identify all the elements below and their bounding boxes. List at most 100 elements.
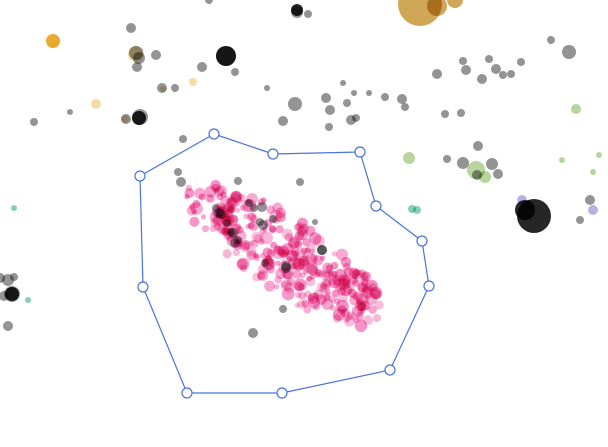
data-point <box>366 90 372 96</box>
data-point <box>443 155 451 163</box>
data-point <box>214 208 224 218</box>
data-point <box>205 0 213 4</box>
selected-data-point <box>342 262 351 271</box>
selected-data-point <box>229 190 243 204</box>
data-point <box>413 206 421 214</box>
data-point <box>381 93 389 101</box>
lasso-vertex-handle-5[interactable] <box>416 235 428 247</box>
data-point <box>559 157 565 163</box>
lasso-handles[interactable] <box>134 128 435 399</box>
data-point <box>312 219 318 225</box>
selected-data-point <box>305 276 316 287</box>
selected-data-point <box>303 305 312 314</box>
selected-data-point <box>239 241 251 253</box>
selected-data-point <box>277 249 286 257</box>
data-point <box>174 168 182 176</box>
data-point <box>401 103 409 111</box>
selected-data-point <box>330 261 339 270</box>
selected-data-point <box>320 278 332 290</box>
data-point <box>459 57 467 65</box>
lasso-vertex-handle-10[interactable] <box>137 281 149 293</box>
selected-data-point <box>235 207 241 213</box>
lasso-vertex-handle-7[interactable] <box>384 364 396 376</box>
selected-data-point <box>244 198 251 205</box>
data-point <box>562 45 576 59</box>
selected-data-point <box>358 269 366 278</box>
data-point <box>493 169 503 179</box>
selected-data-point <box>222 249 232 259</box>
data-point <box>151 50 161 60</box>
data-point <box>485 55 493 63</box>
data-point <box>477 74 487 84</box>
selected-data-point <box>246 250 257 261</box>
selected-data-point <box>264 280 276 292</box>
data-point <box>25 297 31 303</box>
selected-data-point <box>206 194 216 203</box>
lasso-vertex-handle-2[interactable] <box>267 148 279 160</box>
data-point <box>325 105 335 115</box>
data-point <box>571 104 581 114</box>
lasso-vertex-handle-3[interactable] <box>354 146 366 158</box>
selected-data-point <box>291 250 300 259</box>
data-point <box>248 328 258 338</box>
data-point <box>517 195 527 205</box>
selected-data-point <box>252 272 262 282</box>
selected-data-point <box>316 294 327 306</box>
lasso-vertex-handle-9[interactable] <box>181 387 193 399</box>
lasso-outline[interactable] <box>139 133 430 394</box>
selected-data-point <box>338 274 350 286</box>
selected-data-point <box>305 253 318 266</box>
data-point <box>46 34 60 48</box>
data-point <box>317 245 327 255</box>
lasso-selection[interactable] <box>134 128 435 399</box>
selected-data-point <box>275 225 284 234</box>
data-point <box>351 90 357 96</box>
lasso-vertex-handle-8[interactable] <box>276 387 288 399</box>
selected-data-point <box>247 212 257 222</box>
data-point <box>228 228 238 238</box>
data-point <box>427 0 447 16</box>
data-point <box>128 46 144 62</box>
selected-data-point <box>275 207 286 219</box>
data-point <box>590 169 596 175</box>
selected-data-point <box>373 314 381 323</box>
selected-data-point <box>269 226 276 234</box>
data-point <box>278 116 288 126</box>
data-point <box>486 158 498 170</box>
selected-data-point <box>236 258 248 270</box>
selected-data-point <box>288 257 301 270</box>
selected-data-point <box>324 288 332 296</box>
data-point <box>507 70 515 78</box>
lasso-vertex-handle-4[interactable] <box>370 200 382 212</box>
selected-data-point <box>354 319 368 333</box>
selected-data-point <box>297 229 309 241</box>
data-point <box>576 216 584 224</box>
selected-data-point <box>302 238 311 247</box>
data-point <box>588 205 598 215</box>
data-point <box>30 118 38 126</box>
selected-data-point <box>198 193 206 201</box>
data-point <box>461 65 471 75</box>
selected-data-point <box>320 270 332 281</box>
selected-data-point <box>292 269 302 279</box>
data-point <box>258 220 268 230</box>
lasso-vertex-handle-6[interactable] <box>423 280 435 292</box>
selected-data-point <box>286 277 295 286</box>
data-point <box>343 99 351 107</box>
points-layer <box>0 0 602 338</box>
lasso-vertex-handle-1[interactable] <box>208 128 220 140</box>
selected-data-point <box>232 248 241 257</box>
data-point <box>447 0 463 8</box>
selected-data-point <box>295 291 302 299</box>
data-point <box>3 321 13 331</box>
data-point <box>352 114 360 122</box>
selected-data-point <box>305 244 316 254</box>
data-point <box>291 4 303 16</box>
selected-data-point <box>260 231 273 245</box>
selected-data-point <box>307 294 315 302</box>
lasso-vertex-handle-11[interactable] <box>134 170 146 182</box>
data-point <box>160 86 166 92</box>
selected-data-point <box>253 252 260 259</box>
